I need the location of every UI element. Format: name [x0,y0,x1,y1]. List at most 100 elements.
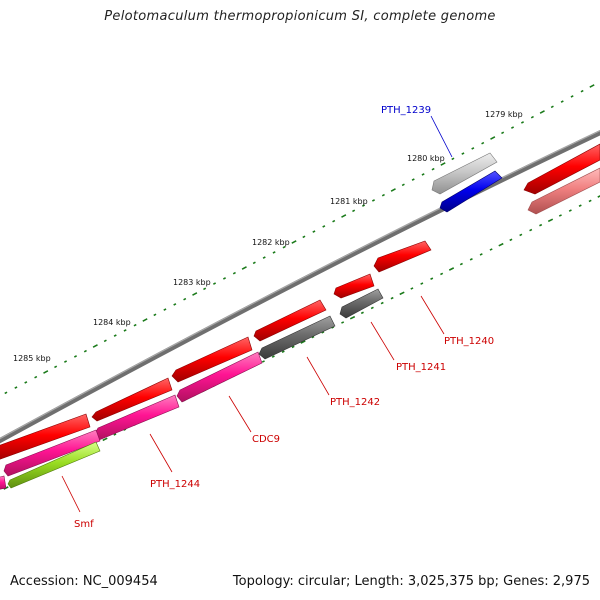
cds-feature-pth1244-part[interactable] [3,429,101,477]
minor-tick [83,349,87,353]
major-tick [498,242,504,247]
cds-feature[interactable] [523,143,600,195]
gene-label-pth1241[interactable]: PTH_1241 [396,362,446,373]
minor-tick [390,296,394,300]
kbp-label: 1285 kbp [13,354,51,363]
minor-tick [252,261,256,265]
minor-tick [371,199,376,202]
cds-feature-smf-upper[interactable] [0,413,91,461]
reverse-strand-features [0,167,600,490]
cds-feature-pth1244-upper[interactable] [91,377,173,422]
gene-label-pth1239[interactable]: PTH_1239 [381,105,431,116]
kbp-labels: 1279 kbp 1280 kbp 1281 kbp 1282 kbp 1283… [13,110,523,363]
map-title: Pelotomaculum thermopropionicum SI, comp… [104,9,496,24]
gene-label-cdc9[interactable]: CDC9 [252,434,280,445]
major-tick [448,267,455,271]
gene-label-smf[interactable]: Smf [74,519,94,530]
cds-feature-pth1242-upper[interactable] [253,299,327,342]
minor-tick [332,219,336,223]
minor-tick [451,157,455,161]
cds-feature-cdc9[interactable] [176,351,263,403]
minor-tick [421,173,425,176]
minor-tick [459,262,463,266]
minor-tick [570,95,574,98]
genome-backbone [0,129,600,444]
minor-tick [461,152,465,155]
kbp-label: 1280 kbp [407,154,445,163]
label-leaders [61,115,453,513]
minor-tick [352,209,356,213]
minor-tick [103,339,107,343]
minor-tick [401,183,405,187]
major-tick [43,370,49,374]
gene-label-pth1242[interactable]: PTH_1242 [330,397,380,408]
minor-tick [411,178,415,181]
minor-tick [24,381,28,384]
minor-tick [261,360,265,363]
minor-tick [183,297,187,301]
minor-tick [153,313,157,317]
minor-tick [380,301,384,305]
minor-tick [410,287,414,290]
major-tick [349,315,356,320]
gene-label-pth1244[interactable]: PTH_1244 [150,479,200,490]
minor-tick [578,204,582,207]
major-tick [142,318,148,322]
major-tick [192,292,198,296]
major-tick [539,110,545,114]
minor-tick [440,272,444,276]
minor-tick [232,271,236,275]
major-tick [547,218,554,223]
minor-tick [519,233,523,237]
cds-feature[interactable] [527,167,600,215]
cds-feature-pth1239[interactable] [439,170,503,213]
cds-feature-cdc9-upper[interactable] [171,336,253,383]
minor-tick [312,230,316,233]
major-tick [399,291,405,296]
summary-label: Topology: circular; Length: 3,025,375 bp… [232,574,590,589]
cds-feature-smf[interactable] [7,441,101,489]
kbp-label: 1282 kbp [252,238,290,247]
accession-label: Accession: NC_009454 [10,574,158,589]
major-tick [92,344,98,348]
minor-tick [481,141,485,145]
minor-tick [63,360,68,363]
cds-feature-pth1242[interactable] [258,315,336,360]
minor-tick [311,335,315,339]
minor-tick [133,323,137,327]
minor-tick [489,248,493,251]
gene-label-pth1240[interactable]: PTH_1240 [444,336,494,347]
cds-feature-pth1241-upper[interactable] [333,273,375,299]
minor-tick [360,311,364,315]
minor-tick [510,126,515,129]
minor-tick [113,334,117,337]
minor-tick [173,303,177,306]
major-tick [291,240,297,244]
minor-tick [322,225,326,228]
minor-tick [4,391,8,395]
major-tick [102,437,108,442]
major-tick [597,194,600,198]
forward-strand-features [0,143,600,461]
minor-tick [469,258,473,261]
minor-tick [302,235,306,239]
major-tick [490,136,496,140]
kbp-label: 1279 kbp [485,110,523,119]
minor-tick [430,277,434,280]
minor-tick [54,365,58,369]
major-tick [589,84,595,88]
cds-feature-pth1241[interactable] [339,288,384,319]
cds-feature-edge[interactable] [0,475,7,490]
minor-tick [588,199,592,203]
cds-feature-pth1240[interactable] [373,240,432,273]
major-tick [241,266,247,270]
minor-tick [203,287,207,291]
kbp-label: 1284 kbp [93,318,131,327]
cds-feature-pth1239-upper[interactable] [431,152,498,195]
minor-tick [471,147,475,150]
kbp-label: 1281 kbp [330,197,368,206]
backbone-highlight [0,130,600,440]
minor-tick [341,321,345,324]
minor-tick [113,433,117,436]
